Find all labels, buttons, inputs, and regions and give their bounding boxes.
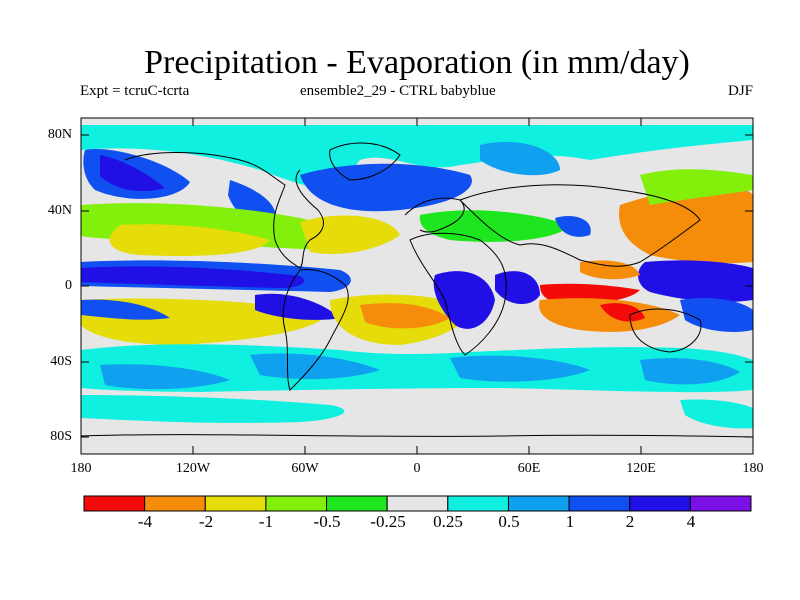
colorbar-swatch (326, 495, 388, 512)
colorbar-label: -4 (137, 512, 153, 531)
ytick-label: 80S (50, 429, 72, 444)
field-patch-navy (81, 266, 304, 288)
field-patch-orange (360, 303, 450, 329)
ytick-label: 0 (65, 278, 72, 293)
field-patch-yellow (300, 215, 400, 255)
field-patch-navy (255, 293, 340, 320)
antarctica-coast (81, 434, 753, 438)
field-patch-green (640, 169, 753, 205)
field-patch-lightblue (450, 355, 590, 382)
field-patch-cyan (81, 125, 753, 190)
xtick-label: 60W (291, 461, 319, 476)
colorbar-label: 0.5 (498, 512, 520, 531)
colorbar-swatch (83, 495, 146, 512)
south-america-coast (282, 269, 349, 391)
field-patch-gray (81, 436, 753, 454)
europe-coast (404, 197, 465, 233)
xtick-label: 60E (517, 461, 541, 476)
xtick-label: 120E (626, 461, 656, 476)
australia-coast (629, 308, 702, 353)
colorbar-swatch (447, 495, 509, 512)
field-patch-lightblue (480, 141, 560, 176)
asia-coast (459, 184, 701, 267)
xtick-label: 180 (742, 461, 764, 476)
ytick-label: 40N (47, 203, 72, 218)
colorbar-swatch (568, 495, 631, 512)
ytick-label: 80N (47, 127, 72, 142)
precip-field (81, 118, 753, 454)
field-patch-cyan (81, 344, 753, 393)
colorbar-swatch (386, 495, 449, 512)
season-label: DJF (727, 83, 753, 99)
colorbar-swatch (689, 495, 752, 512)
colorbar-label: 1 (565, 512, 575, 531)
field-patch-navy (100, 155, 165, 192)
coastlines (81, 142, 753, 438)
field-patch-orange (580, 260, 640, 280)
colorbar-swatch (204, 495, 267, 512)
ensemble-label: ensemble2_29 - CTRL babyblue (300, 83, 496, 99)
xtick-label: 0 (413, 461, 421, 476)
colorbar-label: -0.5 (313, 512, 341, 531)
colorbar-swatch (265, 495, 328, 512)
colorbar-swatch (144, 495, 206, 512)
ytick-label: 40S (50, 354, 72, 369)
colorbar (83, 495, 752, 512)
field-patch-blue (680, 298, 753, 332)
colorbar-label: -0.25 (370, 512, 406, 531)
africa-coast (409, 232, 507, 356)
field-patch-cyan (81, 395, 345, 423)
colorbar-label: 4 (686, 512, 696, 531)
xtick-label: 120W (175, 461, 211, 476)
colorbar-label: 2 (625, 512, 635, 531)
axis-ticks (81, 118, 753, 454)
field-patch-lightblue (250, 353, 380, 380)
colorbar-swatch (507, 495, 570, 512)
field-patch-blue (81, 299, 170, 320)
field-patch-cyan (680, 399, 753, 429)
north-america-coast (124, 152, 324, 269)
colorbar-label: -1 (258, 512, 274, 531)
experiment-label: Expt = tcruC-tcrta (80, 83, 190, 99)
colorbar-label: -2 (198, 512, 214, 531)
chart-title: Precipitation - Evaporation (in mm/day) (144, 44, 690, 81)
field-patch-lightblue (640, 358, 740, 385)
field-patch-yellow (109, 224, 270, 257)
field-patch-orange (619, 186, 753, 264)
xtick-label: 180 (70, 461, 92, 476)
field-patch-red (600, 303, 645, 322)
field-patch-navy (638, 260, 753, 303)
colorbar-swatch (629, 495, 691, 512)
field-patch-blue (555, 215, 591, 237)
colorbar-label: 0.25 (433, 512, 463, 531)
greenland-coast (329, 142, 401, 181)
field-patch-lightblue (100, 364, 230, 390)
